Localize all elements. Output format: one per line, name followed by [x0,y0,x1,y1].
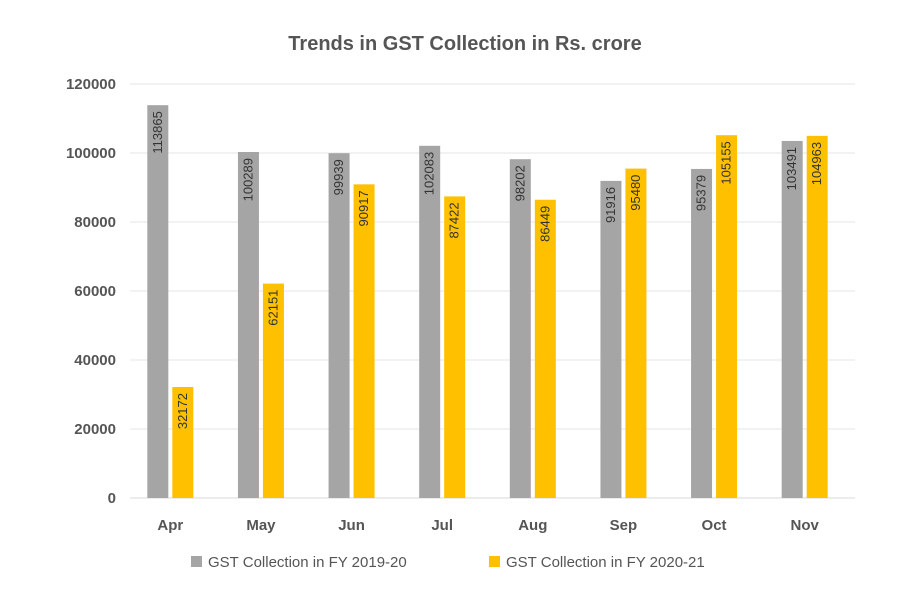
bar-series-2 [172,387,194,498]
bar-series-2 [353,184,375,498]
bar-series-1 [781,140,803,498]
y-tick-label: 40000 [74,352,116,369]
data-label: 103491 [784,147,799,190]
legend-label-2: GST Collection in FY 2020-21 [506,554,705,571]
bar-series-2 [806,135,828,498]
data-label: 105155 [719,141,734,184]
bar-series-2 [534,199,556,498]
data-label: 98202 [512,165,527,201]
y-tick-label: 80000 [74,214,116,231]
bar-series-1 [147,105,169,499]
data-label: 104963 [809,142,824,185]
data-label: 62151 [265,290,280,326]
data-label: 95379 [694,175,709,211]
x-tick-label: Aug [518,517,547,534]
y-tick-label: 20000 [74,421,116,438]
bar-series-1 [691,168,713,498]
bar-series-1 [419,145,441,498]
data-label: 99939 [331,159,346,195]
bar-series-2 [625,168,647,498]
legend: GST Collection in FY 2019-20 GST Collecti… [191,554,705,571]
x-axis: Apr May Jun Jul Aug Sep Oct Nov [157,517,819,534]
x-tick-label: Sep [610,517,638,534]
y-axis: 0 20000 40000 60000 80000 100000 120000 [66,76,116,507]
bars [147,105,828,499]
data-label: 86449 [537,206,552,242]
legend-swatch-1 [191,556,202,567]
x-tick-label: Nov [791,517,820,534]
legend-swatch-2 [489,556,500,567]
data-label: 32172 [175,393,190,429]
x-tick-label: May [246,517,276,534]
bar-series-1 [328,153,350,498]
y-tick-label: 120000 [66,76,116,93]
x-tick-label: Oct [702,517,727,534]
data-label: 100289 [240,158,255,201]
bar-series-1 [600,180,622,498]
data-label: 95480 [628,175,643,211]
y-tick-label: 0 [108,490,116,507]
x-tick-label: Jun [338,517,365,534]
bar-series-2 [716,135,738,498]
legend-label-1: GST Collection in FY 2019-20 [208,554,407,571]
data-label: 91916 [603,187,618,223]
data-label: 87422 [447,202,462,238]
y-tick-label: 100000 [66,145,116,162]
bar-series-1 [237,152,259,499]
bar-series-1 [509,159,531,498]
bar-series-2 [262,283,284,498]
chart-title: Trends in GST Collection in Rs. crore [288,33,641,55]
x-tick-label: Jul [431,517,453,534]
data-labels: 113865 32172 100289 62151 99939 90917 102083 87… [150,111,824,429]
bar-series-2 [444,196,466,498]
data-label: 90917 [356,190,371,226]
data-label: 113865 [150,111,165,153]
x-tick-label: Apr [157,517,183,534]
y-tick-label: 60000 [74,283,116,300]
data-label: 102083 [422,152,437,195]
